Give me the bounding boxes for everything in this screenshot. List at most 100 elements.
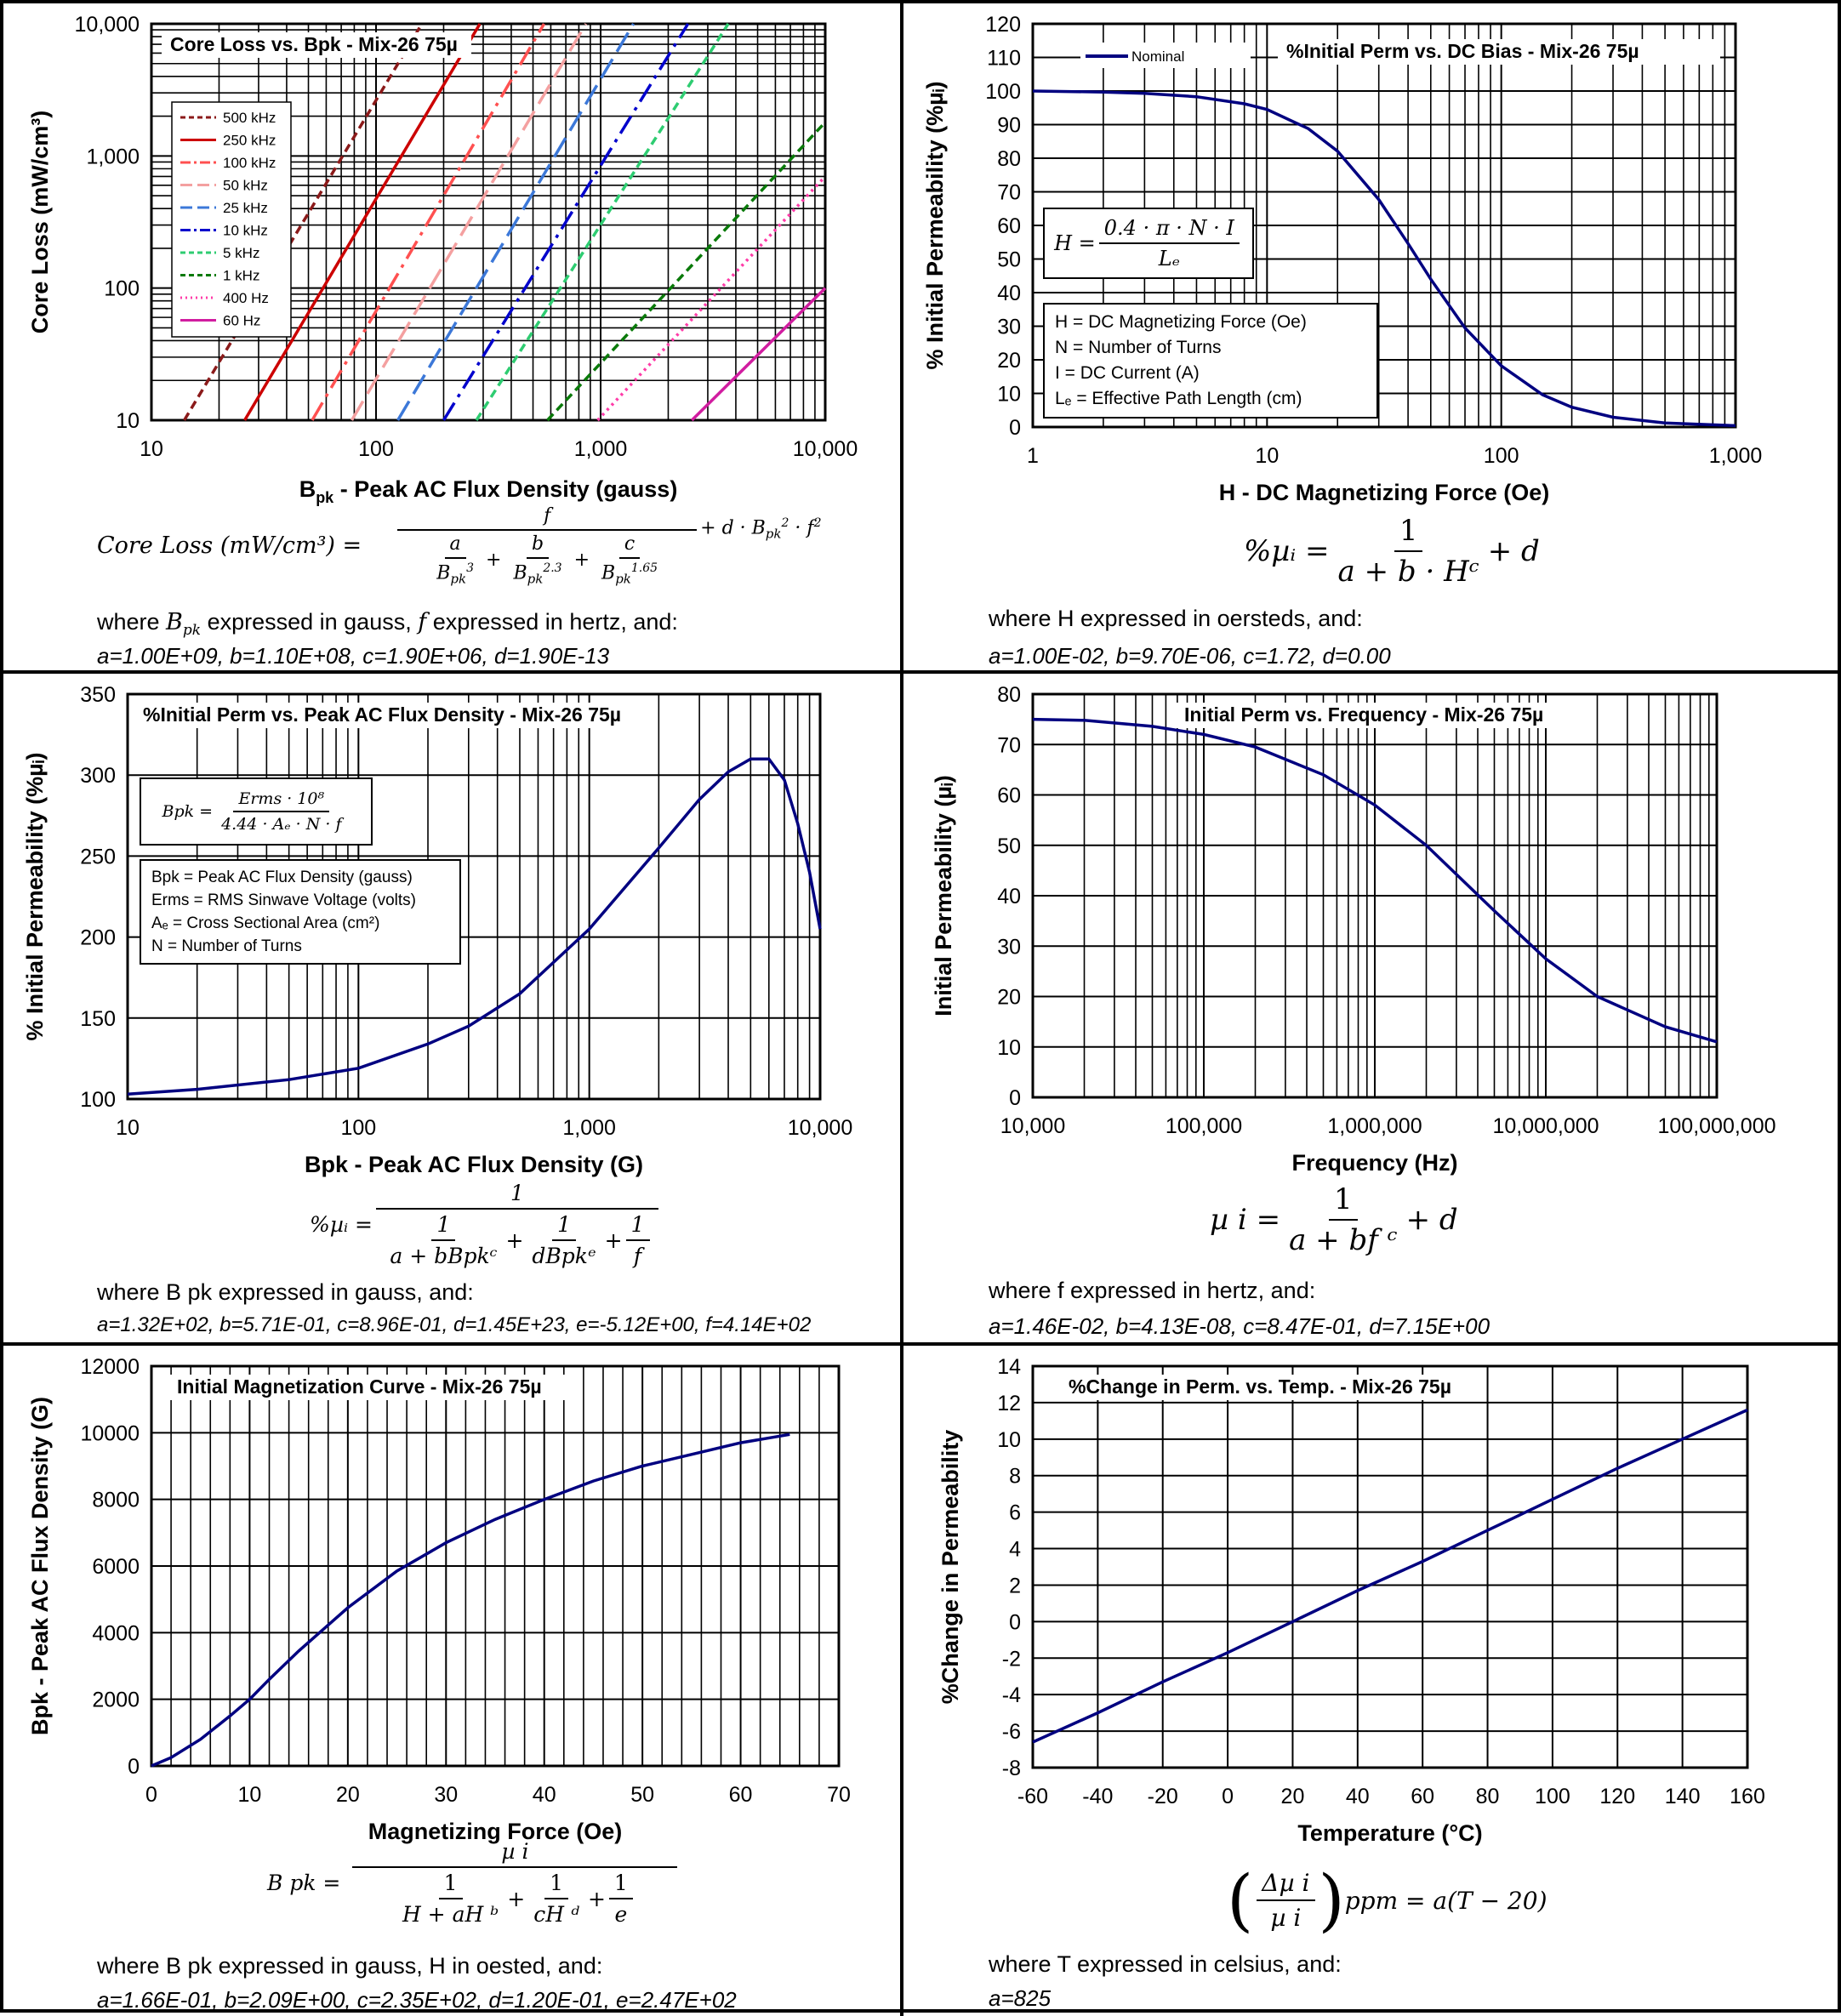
y-axis-label: Core Loss (mW/cm³) (27, 111, 53, 334)
eq-exp-1-65: 1.65 (630, 561, 658, 575)
dc-bias-definitions: H = DC Magnetizing Force (Oe) N = Number … (1045, 305, 1376, 417)
x-tick-label: 1,000,000 (1327, 1114, 1422, 1138)
x-tick-label: 0 (1222, 1785, 1234, 1808)
legend-label-7: 1 kHz (223, 268, 259, 284)
y-tick-label: 14 (997, 1355, 1021, 1379)
eq-pk: pk (450, 571, 467, 587)
eq-den: a + bf ᶜ (1289, 1223, 1398, 1257)
box-eq-den: Lₑ (1158, 247, 1180, 271)
eq-t3: 1 (625, 1212, 650, 1241)
panel-frequency: 10,000 100,000 1,000,000 10,000,000 100,000,… (903, 674, 1841, 1342)
y-tick-label: 12000 (80, 1355, 140, 1379)
y-tick-label: 12 (997, 1392, 1021, 1415)
x-tick-label: 10 (116, 1116, 140, 1140)
y-tick-label: 50 (997, 248, 1021, 272)
ac-def-line-3: N = Number of Turns (151, 937, 302, 955)
magnetization-coefficients: a=1.66E-01, b=2.09E+00, c=2.35E+02, d=1.… (97, 1987, 737, 2013)
series-line-0 (127, 757, 822, 1096)
chart-title: %Change in Perm. vs. Temp. - Mix-26 75µ (1069, 1375, 1451, 1398)
y-tick-label: 0 (128, 1755, 140, 1779)
magnetization-chart: 0 10 20 30 40 50 60 70 0 2000 4000 6000 8000 10000 120… (27, 1355, 851, 1844)
chart-title: Initial Magnetization Curve - Mix-26 75µ (177, 1375, 542, 1398)
chart-title-bg (134, 703, 641, 728)
core-loss-coefficients: a=1.00E+09, b=1.10E+08, c=1.90E+06, d=1.… (97, 643, 610, 669)
ac-flux-legend-box: Bpk = Peak AC Flux Density (gauss) Erms =… (140, 859, 461, 965)
where-text-1: where (97, 609, 167, 635)
box-eq-lhs: H = (1054, 231, 1096, 255)
eq-t1: 1 (438, 1871, 463, 1899)
y-tick-label: 40 (997, 885, 1021, 908)
where-pk: pk (182, 622, 202, 640)
chart-title: %Initial Perm vs. DC Bias - Mix-26 75µ (1286, 40, 1639, 62)
dc-bias-where: where H expressed in oersteds, and: (989, 606, 1363, 631)
x-axis-label: Bpk - Peak AC Flux Density (gauss) (299, 476, 678, 506)
eq-tail-f: · f (795, 517, 814, 539)
box-eq-num: Erms · 10⁸ (233, 789, 330, 812)
temperature-chart: -60 -40 -20 0 20 40 60 80 100 120 140 160-8-6-4-202… (938, 1355, 1765, 1846)
eq-d1: H + aH ᵇ (402, 1902, 499, 1927)
x-tick-label: -20 (1148, 1785, 1178, 1808)
eq-d2: dBpkᵉ (532, 1244, 596, 1268)
y-tick-label: 200 (80, 926, 116, 950)
core-loss-chart: 10 100 1,000 10,000 10 100 1,000 10,000 Core Los… (27, 13, 858, 506)
eq-t2: 1 (544, 1871, 569, 1899)
plot-frame (150, 1364, 841, 1768)
eq-exp-2-3: 2.3 (543, 561, 562, 575)
y-axis-label: % Initial Permeability (%µᵢ) (22, 753, 48, 1041)
chart-title: Initial Perm vs. Frequency - Mix-26 75µ (1184, 703, 1543, 726)
plot-frame (1031, 1364, 1749, 1769)
dc-def-line-3: Lₑ = Effective Path Length (cm) (1055, 389, 1302, 408)
x-tick-label: 80 (1476, 1785, 1500, 1808)
plot-frame (1031, 692, 1718, 1099)
eq-d3: e (614, 1902, 628, 1927)
eq-num: Δµ i (1257, 1869, 1315, 1901)
plot-frame (150, 22, 827, 422)
legend-label-9: 60 Hz (223, 313, 260, 329)
y-tick-label: 70 (997, 181, 1021, 205)
where-b: B (166, 609, 183, 635)
y-tick-label: 10,000 (75, 13, 140, 37)
magnetization-where: where B pk expressed in gauss, H in oest… (97, 1953, 603, 1979)
temperature-where: where T expressed in celsius, and: (989, 1951, 1342, 1977)
panel-dc-bias: 1 10 100 1,000 0 10 20 30 40 50 60 70 80 90 100 110 120%… (903, 3, 1841, 670)
x-tick-label: 1,000 (1709, 444, 1763, 468)
temperature-coefficients: a=825 (989, 1985, 1052, 2011)
y-tick-label: 2000 (92, 1689, 140, 1712)
ac-def-line-2: Aₑ = Cross Sectional Area (cm²) (151, 914, 380, 932)
y-tick-label: 100 (985, 80, 1021, 104)
eq-tail-exp: 2 (781, 516, 789, 530)
x-axis-label: Frequency (Hz) (1291, 1150, 1457, 1176)
x-tick-label: 60 (729, 1783, 753, 1807)
ac-flux-definitions: Bpk = Peak AC Flux Density (gauss) Erms =… (141, 861, 459, 963)
panel-magnetization: 0 10 20 30 40 50 60 70 0 2000 4000 6000 8000 10000 120… (3, 1346, 900, 2016)
x-tick-label: 60 (1411, 1785, 1434, 1808)
y-axis-label: Bpk - Peak AC Flux Density (G) (27, 1397, 53, 1735)
x-axis-label: Magnetizing Force (Oe) (368, 1819, 623, 1844)
dc-def-line-1: N = Number of Turns (1055, 338, 1222, 357)
eq-bpk: B (436, 562, 451, 584)
y-tick-label: 8 (1009, 1465, 1021, 1489)
x-tick-label: 10,000 (1000, 1114, 1065, 1138)
x-tick-label: 120 (1599, 1785, 1635, 1808)
y-tick-label: 110 (987, 47, 1021, 71)
x-tick-label: 30 (434, 1783, 458, 1807)
series-line-2 (311, 23, 546, 421)
panel-ac-flux: 10 100 1,000 10,000 100 150 200 250 300 350 %Initi… (3, 674, 900, 1342)
x-tick-label: -40 (1082, 1785, 1113, 1808)
ac-flux-formula-box: Bpk = Erms · 10⁸ 4.44 · Aₑ · N · f (140, 777, 373, 846)
legend-label-3: 50 kHz (223, 178, 268, 194)
dc-bias-formula-box: H = 0.4 · π · N · I Lₑ (1043, 208, 1254, 279)
y-tick-label: 40 (997, 282, 1021, 305)
ac-flux-where: where B pk expressed in gauss, and: (97, 1279, 474, 1305)
y-tick-label: -4 (1002, 1683, 1021, 1707)
dc-def-line-0: H = DC Magnetizing Force (Oe) (1055, 312, 1307, 332)
eq-den: a + b · Hᶜ (1337, 555, 1479, 589)
where-text-3: expressed in hertz, and: (426, 609, 678, 635)
chart-title: Core Loss vs. Bpk - Mix-26 75µ (170, 33, 458, 55)
where-f: f (418, 609, 427, 635)
y-tick-label: 6 (1009, 1501, 1021, 1525)
eq-t1: 1 (431, 1212, 456, 1241)
series-line-6 (475, 23, 730, 421)
